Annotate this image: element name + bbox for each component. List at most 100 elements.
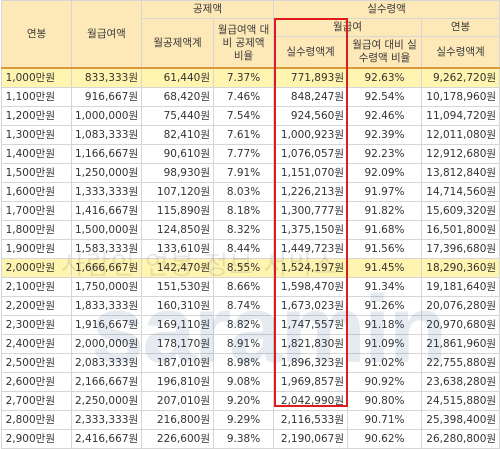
cell-net-monthly: 1,449,723원 bbox=[273, 239, 349, 259]
cell-net-annual: 25,398,400원 bbox=[421, 410, 500, 430]
cell-deduction: 82,410원 bbox=[141, 125, 214, 145]
table-row: 2,700만원 2,250,000원 207,010원 9.20% 2,042,990원… bbox=[1, 391, 500, 411]
cell-deduction-ratio: 9.20% bbox=[212, 391, 275, 411]
cell-net-annual: 20,076,280원 bbox=[421, 296, 500, 316]
cell-net-monthly: 1,821,830원 bbox=[273, 334, 349, 354]
cell-monthly-salary: 1,583,333원 bbox=[71, 239, 142, 259]
cell-annual-salary: 2,800만원 bbox=[1, 410, 72, 430]
cell-net-ratio: 90.71% bbox=[347, 410, 423, 430]
cell-net-monthly: 2,116,533원 bbox=[273, 410, 349, 430]
cell-net-ratio: 91.68% bbox=[347, 220, 423, 240]
cell-net-annual: 12,912,680원 bbox=[421, 144, 500, 164]
cell-net-monthly: 1,747,557원 bbox=[273, 315, 349, 335]
cell-monthly-salary: 1,416,667원 bbox=[71, 201, 142, 221]
cell-net-monthly: 1,000,923원 bbox=[273, 125, 349, 145]
table-row: 2,100만원 1,750,000원 151,530원 8.66% 1,598,470원… bbox=[1, 277, 500, 297]
cell-deduction: 196,810원 bbox=[141, 372, 214, 392]
header-net-group: 실수령액 bbox=[273, 0, 500, 19]
cell-annual-salary: 1,400만원 bbox=[1, 144, 72, 164]
cell-deduction-ratio: 7.46% bbox=[212, 87, 275, 107]
cell-net-ratio: 92.39% bbox=[347, 125, 423, 145]
table-row: 2,400만원 2,000,000원 178,170원 8.91% 1,821,830원… bbox=[1, 334, 500, 354]
cell-net-annual: 21,861,960원 bbox=[421, 334, 500, 354]
header-monthly-salary: 월급여액 bbox=[71, 0, 142, 69]
header-deduction-ratio: 월급여액 대비 공제액 비율 bbox=[212, 18, 275, 69]
table-row: 2,600만원 2,166,667원 196,810원 9.08% 1,969,857원… bbox=[1, 372, 500, 392]
table-row: 2,900만원 2,416,667원 226,600원 9.38% 2,190,067원… bbox=[1, 429, 500, 449]
table-row: 1,800만원 1,500,000원 124,850원 8.32% 1,375,150원… bbox=[1, 220, 500, 240]
table-row: 2,800만원 2,333,333원 216,800원 9.29% 2,116,533원… bbox=[1, 410, 500, 430]
table-row: 2,500만원 2,083,333원 187,010원 8.98% 1,896,323원… bbox=[1, 353, 500, 373]
cell-annual-salary: 2,000만원 bbox=[1, 258, 72, 278]
cell-monthly-salary: 2,416,667원 bbox=[71, 429, 142, 449]
cell-net-ratio: 91.34% bbox=[347, 277, 423, 297]
cell-monthly-salary: 833,333원 bbox=[71, 67, 142, 88]
table-row: 1,500만원 1,250,000원 98,930원 7.91% 1,151,070원 9… bbox=[1, 163, 500, 183]
cell-net-monthly: 1,673,023원 bbox=[273, 296, 349, 316]
cell-annual-salary: 2,900만원 bbox=[1, 429, 72, 449]
table-row: 2,300만원 1,916,667원 169,110원 8.82% 1,747,557원… bbox=[1, 315, 500, 335]
cell-annual-salary: 2,100만원 bbox=[1, 277, 72, 297]
cell-monthly-salary: 1,916,667원 bbox=[71, 315, 142, 335]
cell-net-ratio: 91.56% bbox=[347, 239, 423, 259]
cell-deduction: 107,120원 bbox=[141, 182, 214, 202]
cell-deduction: 90,610원 bbox=[141, 144, 214, 164]
table-row: 2,200만원 1,833,333원 160,310원 8.74% 1,673,023원… bbox=[1, 296, 500, 316]
cell-net-ratio: 91.18% bbox=[347, 315, 423, 335]
cell-net-ratio: 92.54% bbox=[347, 87, 423, 107]
cell-net-annual: 16,501,800원 bbox=[421, 220, 500, 240]
cell-deduction-ratio: 8.32% bbox=[212, 220, 275, 240]
table-row: 1,400만원 1,166,667원 90,610원 7.77% 1,076,057원 9… bbox=[1, 144, 500, 164]
cell-annual-salary: 2,300만원 bbox=[1, 315, 72, 335]
cell-deduction: 169,110원 bbox=[141, 315, 214, 335]
header-deduction-group: 공제액 bbox=[140, 0, 275, 19]
cell-deduction: 75,440원 bbox=[141, 106, 214, 126]
cell-deduction-ratio: 8.18% bbox=[212, 201, 275, 221]
cell-deduction-ratio: 8.44% bbox=[212, 239, 275, 259]
cell-deduction: 98,930원 bbox=[141, 163, 214, 183]
cell-deduction-ratio: 8.74% bbox=[212, 296, 275, 316]
table-row: 1,300만원 1,083,333원 82,410원 7.61% 1,000,923원 9… bbox=[1, 125, 500, 145]
cell-net-monthly: 1,226,213원 bbox=[273, 182, 349, 202]
cell-annual-salary: 1,200만원 bbox=[1, 106, 72, 126]
cell-deduction-ratio: 7.91% bbox=[212, 163, 275, 183]
cell-net-ratio: 91.02% bbox=[347, 353, 423, 373]
cell-net-monthly: 1,598,470원 bbox=[273, 277, 349, 297]
cell-deduction: 151,530원 bbox=[141, 277, 214, 297]
table-row: 1,700만원 1,416,667원 115,890원 8.18% 1,300,777원… bbox=[1, 201, 500, 221]
header-deduction-total: 월공제액계 bbox=[141, 18, 214, 69]
cell-deduction-ratio: 9.29% bbox=[212, 410, 275, 430]
header-monthly-sub: 월급여 bbox=[273, 18, 423, 37]
cell-monthly-salary: 1,333,333원 bbox=[71, 182, 142, 202]
table-row: 2,000만원 1,666,667원 142,470원 8.55% 1,524,197원… bbox=[1, 258, 500, 278]
cell-deduction-ratio: 8.91% bbox=[212, 334, 275, 354]
cell-net-monthly: 924,560원 bbox=[273, 106, 349, 126]
header-net-ratio: 월급여 대비 실수령액 비율 bbox=[347, 36, 423, 69]
cell-deduction-ratio: 8.98% bbox=[212, 353, 275, 373]
cell-net-annual: 23,638,280원 bbox=[421, 372, 500, 392]
cell-monthly-salary: 1,083,333원 bbox=[71, 125, 142, 145]
cell-deduction: 207,010원 bbox=[141, 391, 214, 411]
cell-net-ratio: 92.63% bbox=[347, 67, 423, 88]
cell-net-annual: 12,011,080원 bbox=[421, 125, 500, 145]
cell-net-ratio: 92.23% bbox=[347, 144, 423, 164]
cell-deduction-ratio: 9.38% bbox=[212, 429, 275, 449]
header-net-monthly: 실수령액계 bbox=[273, 36, 349, 69]
table-row: 1,600만원 1,333,333원 107,120원 8.03% 1,226,213원… bbox=[1, 182, 500, 202]
cell-deduction: 178,170원 bbox=[141, 334, 214, 354]
table-row: 1,100만원 916,667원 68,420원 7.46% 848,247원 92.54… bbox=[1, 87, 500, 107]
cell-monthly-salary: 2,000,000원 bbox=[71, 334, 142, 354]
cell-deduction: 187,010원 bbox=[141, 353, 214, 373]
cell-net-monthly: 1,300,777원 bbox=[273, 201, 349, 221]
table-row: 1,900만원 1,583,333원 133,610원 8.44% 1,449,723원… bbox=[1, 239, 500, 259]
cell-monthly-salary: 1,833,333원 bbox=[71, 296, 142, 316]
cell-monthly-salary: 2,083,333원 bbox=[71, 353, 142, 373]
cell-deduction-ratio: 8.03% bbox=[212, 182, 275, 202]
cell-net-annual: 13,812,840원 bbox=[421, 163, 500, 183]
table-row: 1,200만원 1,000,000원 75,440원 7.54% 924,560원 92.… bbox=[1, 106, 500, 126]
header-annual-salary: 연봉 bbox=[1, 0, 72, 69]
cell-deduction-ratio: 7.54% bbox=[212, 106, 275, 126]
cell-annual-salary: 2,400만원 bbox=[1, 334, 72, 354]
